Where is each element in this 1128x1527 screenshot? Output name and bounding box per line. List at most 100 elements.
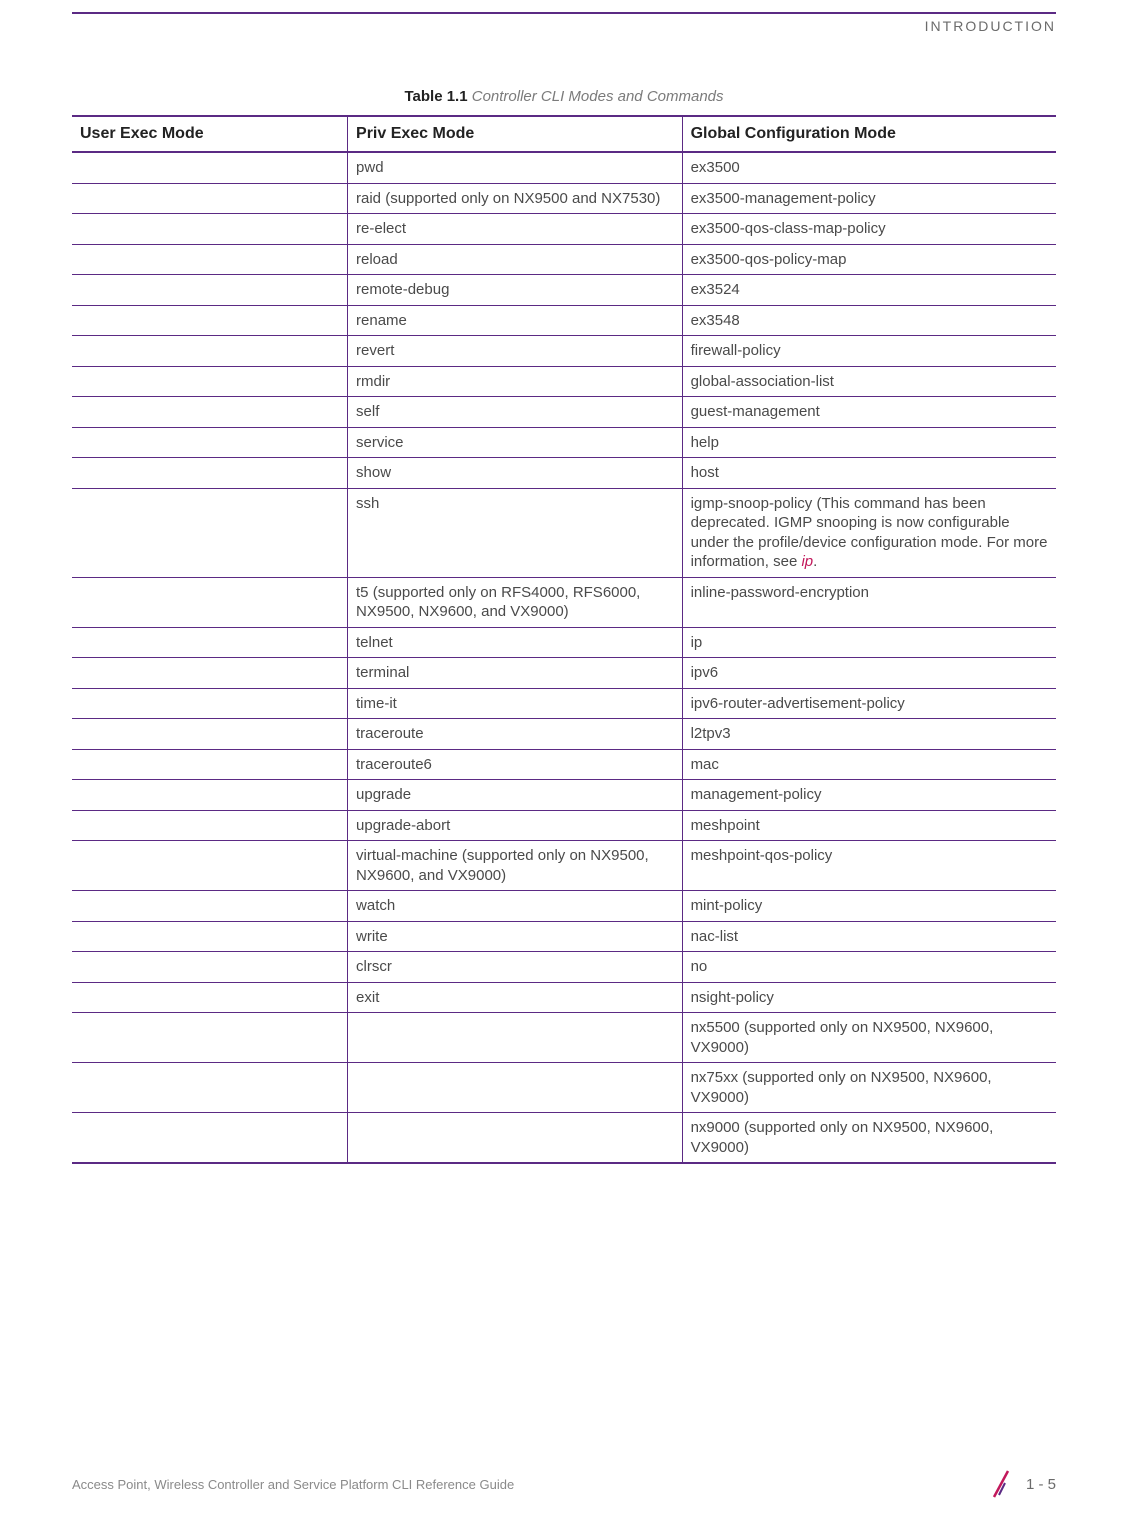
table-caption: Table 1.1 Controller CLI Modes and Comma… [72,88,1056,105]
page-number: 1 - 5 [1026,1476,1056,1493]
table-header-row: User Exec Mode Priv Exec Mode Global Con… [72,116,1056,152]
cell-priv-exec: traceroute6 [348,749,683,780]
cell-user-exec [72,244,348,275]
cell-global-config: nx75xx (supported only on NX9500, NX9600… [682,1063,1056,1113]
section-header: INTRODUCTION [72,14,1056,64]
table-row: revertfirewall-policy [72,336,1056,367]
footer-title: Access Point, Wireless Controller and Se… [72,1477,514,1492]
cell-priv-exec: show [348,458,683,489]
table-row: upgrademanagement-policy [72,780,1056,811]
cell-priv-exec: rmdir [348,366,683,397]
cell-priv-exec: pwd [348,152,683,183]
cell-priv-exec: reload [348,244,683,275]
cell-global-config: nx5500 (supported only on NX9500, NX9600… [682,1013,1056,1063]
cell-global-config: inline-password-encryption [682,577,1056,627]
cell-user-exec [72,749,348,780]
table-row: reloadex3500-qos-policy-map [72,244,1056,275]
cell-global-config: l2tpv3 [682,719,1056,750]
table-row: nx9000 (supported only on NX9500, NX9600… [72,1113,1056,1164]
link-ip[interactable]: ip [801,553,813,570]
cell-priv-exec: ssh [348,488,683,577]
col-header-user-exec: User Exec Mode [72,116,348,152]
cell-priv-exec: virtual-machine (supported only on NX950… [348,841,683,891]
cell-priv-exec: terminal [348,658,683,689]
cell-global-config: mint-policy [682,891,1056,922]
table-row: terminalipv6 [72,658,1056,689]
cell-global-config: ipv6-router-advertisement-policy [682,688,1056,719]
cell-priv-exec: time-it [348,688,683,719]
table-row: re-electex3500-qos-class-map-policy [72,214,1056,245]
cell-priv-exec: write [348,921,683,952]
cell-global-config: ex3500-management-policy [682,183,1056,214]
cell-priv-exec: re-elect [348,214,683,245]
cell-global-config: ex3500-qos-class-map-policy [682,214,1056,245]
cell-global-config: help [682,427,1056,458]
table-row: rmdirglobal-association-list [72,366,1056,397]
table-row: watchmint-policy [72,891,1056,922]
cell-user-exec [72,810,348,841]
cell-priv-exec: upgrade-abort [348,810,683,841]
table-row: virtual-machine (supported only on NX950… [72,841,1056,891]
table-row: traceroutel2tpv3 [72,719,1056,750]
cell-user-exec [72,627,348,658]
cell-user-exec [72,780,348,811]
page-footer: Access Point, Wireless Controller and Se… [72,1469,1056,1499]
cli-modes-table: User Exec Mode Priv Exec Mode Global Con… [72,115,1056,1164]
col-header-global-config: Global Configuration Mode [682,116,1056,152]
cell-global-config: nsight-policy [682,982,1056,1013]
cell-user-exec [72,1063,348,1113]
caption-bold: Table 1.1 [404,88,467,105]
table-row: upgrade-abortmeshpoint [72,810,1056,841]
cell-user-exec [72,397,348,428]
cell-global-config: ex3500-qos-policy-map [682,244,1056,275]
cell-user-exec [72,366,348,397]
table-row: time-itipv6-router-advertisement-policy [72,688,1056,719]
cell-global-config: mac [682,749,1056,780]
footer-right: 1 - 5 [990,1469,1056,1499]
cell-user-exec [72,305,348,336]
page: INTRODUCTION Table 1.1 Controller CLI Mo… [0,12,1128,1527]
cell-priv-exec: remote-debug [348,275,683,306]
cell-user-exec [72,841,348,891]
table-row: showhost [72,458,1056,489]
cell-user-exec [72,152,348,183]
table-row: pwdex3500 [72,152,1056,183]
cell-global-config: ipv6 [682,658,1056,689]
cell-user-exec [72,275,348,306]
table-row: exitnsight-policy [72,982,1056,1013]
cell-user-exec [72,427,348,458]
cell-user-exec [72,336,348,367]
table-row: nx75xx (supported only on NX9500, NX9600… [72,1063,1056,1113]
cell-priv-exec: raid (supported only on NX9500 and NX753… [348,183,683,214]
cell-priv-exec [348,1013,683,1063]
cell-user-exec [72,891,348,922]
cell-global-config: meshpoint [682,810,1056,841]
cell-priv-exec [348,1113,683,1164]
cell-global-config: igmp-snoop-policy (This command has been… [682,488,1056,577]
table-row: traceroute6mac [72,749,1056,780]
cell-global-config: host [682,458,1056,489]
cell-global-config: guest-management [682,397,1056,428]
cell-user-exec [72,1113,348,1164]
cell-priv-exec: self [348,397,683,428]
table-row: selfguest-management [72,397,1056,428]
cell-user-exec [72,458,348,489]
cell-global-config: management-policy [682,780,1056,811]
cell-user-exec [72,214,348,245]
cell-priv-exec: revert [348,336,683,367]
cell-global-config: nac-list [682,921,1056,952]
col-header-priv-exec: Priv Exec Mode [348,116,683,152]
cell-priv-exec: telnet [348,627,683,658]
cell-priv-exec: upgrade [348,780,683,811]
cell-user-exec [72,688,348,719]
cell-priv-exec: watch [348,891,683,922]
cell-priv-exec [348,1063,683,1113]
table-row: t5 (supported only on RFS4000, RFS6000, … [72,577,1056,627]
caption-italic: Controller CLI Modes and Commands [472,88,724,105]
cell-global-config: ip [682,627,1056,658]
cell-user-exec [72,488,348,577]
cell-global-config: no [682,952,1056,983]
slash-icon [990,1469,1012,1499]
cell-global-config: global-association-list [682,366,1056,397]
cell-user-exec [72,982,348,1013]
